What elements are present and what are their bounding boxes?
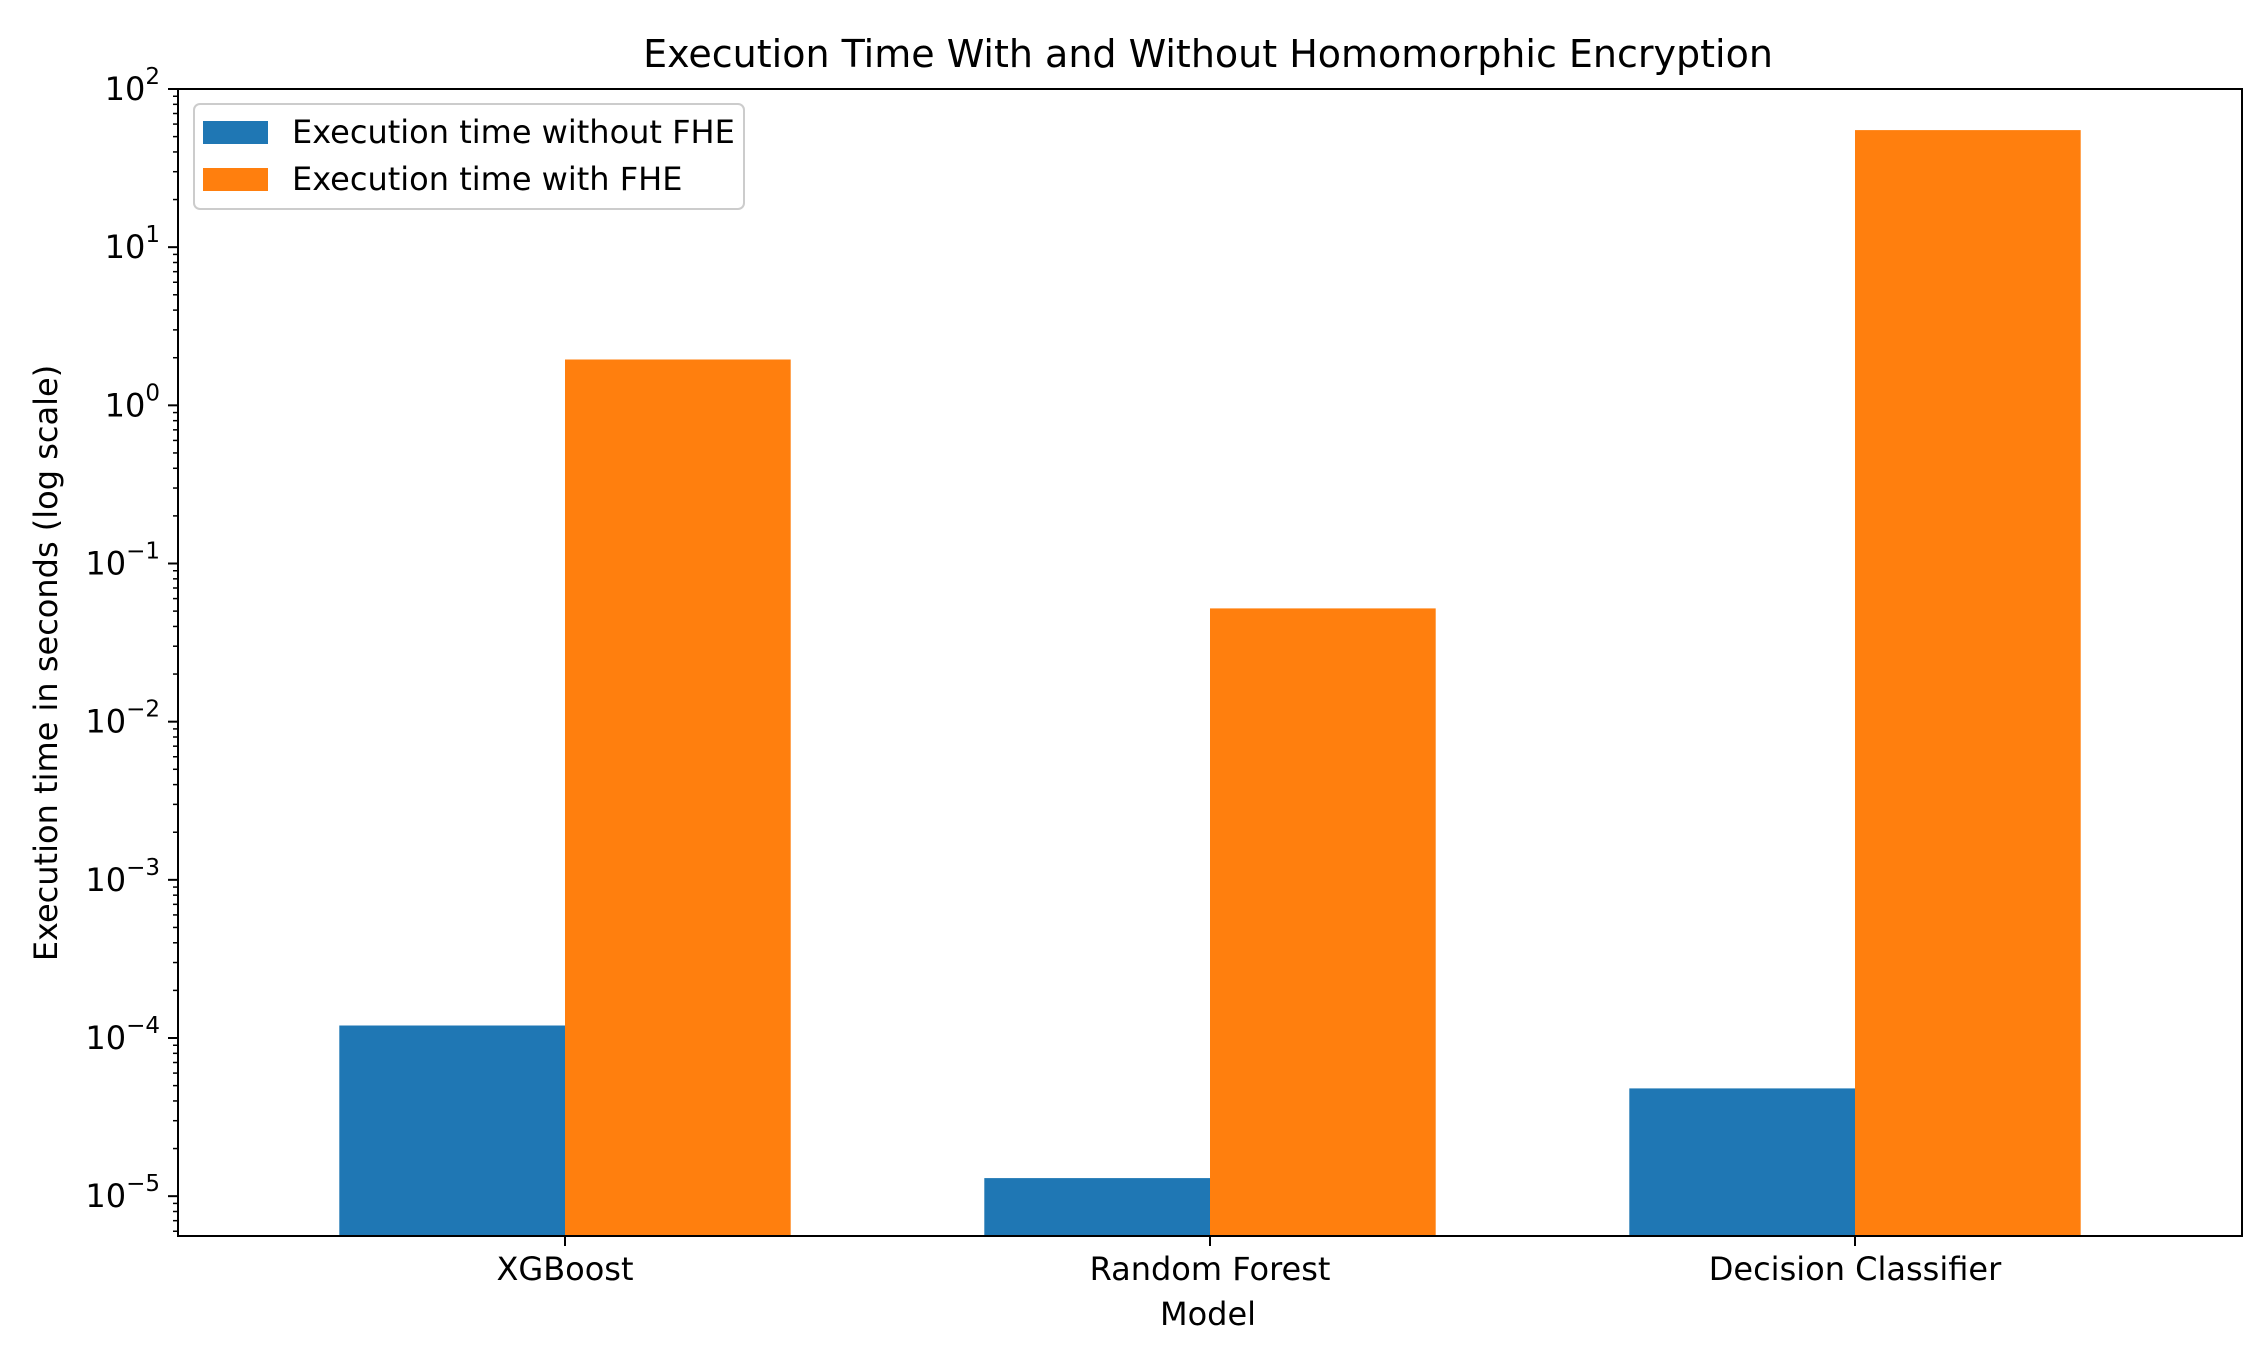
y-tick-label: 10−1 — [85, 539, 160, 583]
legend: Execution time without FHE Execution tim… — [193, 103, 745, 210]
legend-swatch-with-fhe — [203, 168, 268, 191]
bar-without-fhe-decision-classifier — [1629, 1088, 1855, 1236]
bar-with-fhe-decision-classifier — [1855, 130, 2081, 1237]
legend-frame — [193, 103, 745, 210]
x-tick-label: Random Forest — [1090, 1250, 1331, 1288]
bar-without-fhe-random-forest — [984, 1178, 1210, 1236]
bar-with-fhe-xgboost — [565, 359, 791, 1236]
bar-with-fhe-random-forest — [1210, 608, 1436, 1236]
chart-title: Execution Time With and Without Homomorp… — [643, 32, 1773, 76]
y-tick-label: 100 — [105, 380, 160, 424]
x-tick-label: Decision Classifier — [1709, 1250, 2002, 1288]
y-tick-label: 10−3 — [85, 855, 160, 899]
legend-label-without-fhe: Execution time without FHE — [292, 113, 735, 151]
y-axis-label: Execution time in seconds (log scale) — [27, 365, 65, 961]
x-tick-label: XGBoost — [496, 1250, 633, 1288]
x-axis-ticks: XGBoost Random Forest Decision Classifier — [496, 1236, 2002, 1288]
x-axis-label: Model — [1160, 1295, 1256, 1333]
bar-without-fhe-xgboost — [339, 1025, 565, 1236]
legend-label-with-fhe: Execution time with FHE — [292, 160, 682, 198]
y-tick-label: 101 — [105, 222, 160, 266]
y-tick-label: 102 — [105, 64, 160, 108]
y-tick-label: 10−4 — [85, 1013, 160, 1057]
bars-group — [339, 130, 2081, 1237]
y-axis-ticks: 102 101 100 10−1 10−2 10−3 10−4 10−5 — [85, 64, 178, 1233]
legend-swatch-without-fhe — [203, 121, 268, 144]
y-tick-label: 10−5 — [85, 1171, 160, 1215]
y-tick-label: 10−2 — [85, 697, 160, 741]
